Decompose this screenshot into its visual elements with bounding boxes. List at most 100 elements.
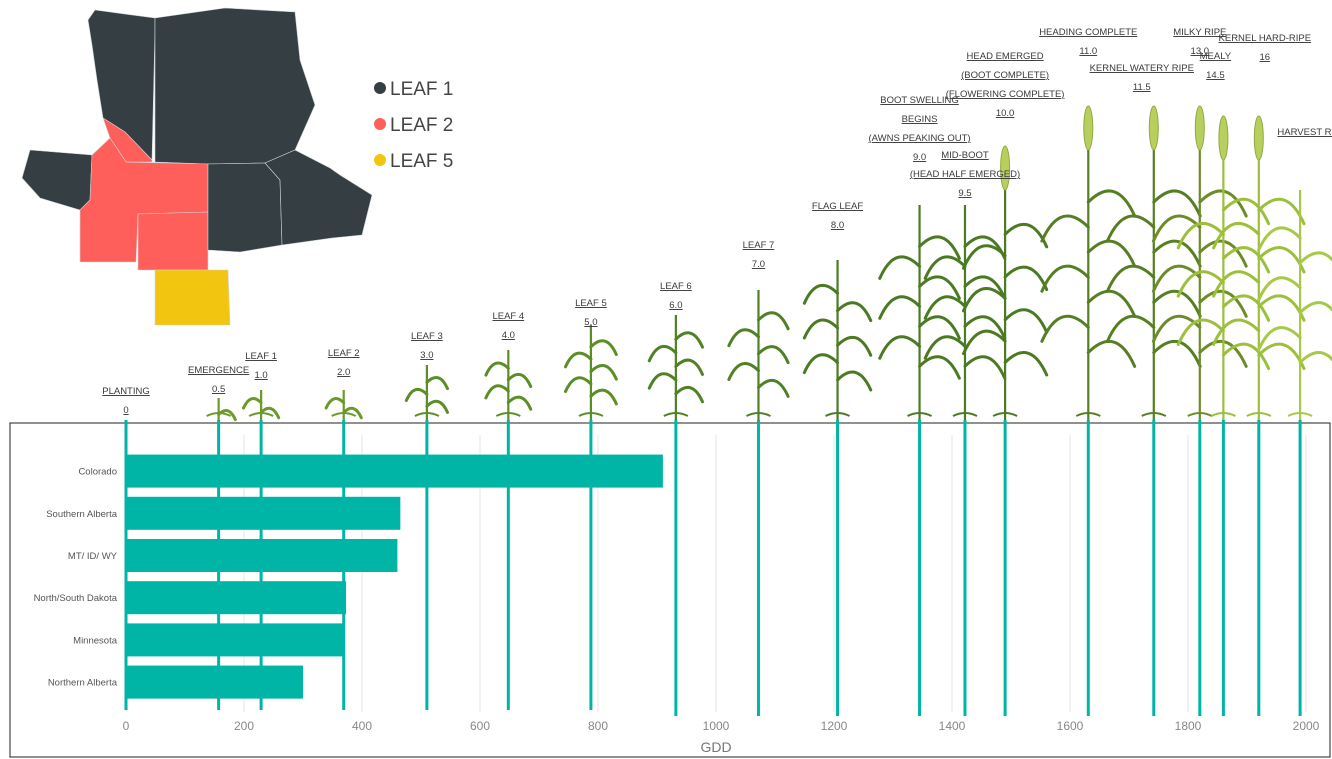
- plant-illustration: [727, 290, 790, 420]
- x-tick-label: 400: [352, 719, 372, 733]
- legend-dot: [374, 118, 386, 130]
- stage-lines: [124, 420, 1302, 716]
- stage-label: LEAF 1: [245, 351, 277, 362]
- stage-code: 14.5: [1206, 70, 1225, 81]
- plant-illustration: [962, 145, 1049, 420]
- map-region-saskatchewan-manitoba: [154, 7, 316, 165]
- map-region-colorado: [137, 211, 209, 271]
- legend-label: LEAF 1: [390, 79, 453, 100]
- stage-label: (AWNS PEAKING OUT): [869, 133, 971, 144]
- stage-label: LEAF 3: [411, 331, 443, 342]
- legend-label: LEAF 5: [390, 151, 453, 172]
- category-label: Colorado: [78, 467, 117, 478]
- stage-label: KERNEL WATERY RIPE: [1090, 63, 1194, 74]
- stage-code: 5.0: [584, 317, 597, 328]
- category-label: North/South Dakota: [34, 593, 118, 604]
- stage-label: (HEAD HALF EMERGED): [910, 169, 1020, 180]
- stage-label: LEAF 2: [328, 348, 360, 359]
- stage-label: BOOT SWELLING: [880, 95, 958, 106]
- stage-label: HEAD EMERGED: [967, 51, 1044, 62]
- stage-label: MEALY: [1200, 51, 1232, 62]
- stage-label: LEAF 5: [575, 298, 607, 309]
- plant-illustration: [923, 205, 1007, 420]
- stage-label: MILKY RIPE: [1173, 27, 1226, 38]
- stage-label: BEGINS: [902, 114, 938, 125]
- x-tick-label: 1000: [703, 719, 730, 733]
- category-labels: Colorado Southern Alberta MT/ ID/ WY North/…: [34, 467, 118, 689]
- map-legend: LEAF 1 LEAF 2 LEAF 5: [374, 79, 453, 172]
- x-tick-label: 1200: [821, 719, 848, 733]
- map-region-minnesota-wisconsin: [264, 149, 373, 246]
- stage-code: 0.5: [212, 384, 225, 395]
- bar: [126, 581, 347, 615]
- stage-code: 11.0: [1079, 46, 1097, 57]
- x-tick-label: 600: [470, 719, 490, 733]
- plant-illustration: [1040, 105, 1137, 420]
- plant-illustration: [242, 390, 281, 420]
- plant-illustration: [206, 398, 237, 421]
- stage-code: 1.0: [255, 370, 268, 381]
- plant-illustration: [324, 390, 363, 420]
- map-region-washington-oregon: [21, 149, 93, 211]
- category-label: Minnesota: [73, 635, 118, 646]
- stage-label: LEAF 6: [660, 281, 692, 292]
- x-tick-label: 200: [234, 719, 254, 733]
- stage-code: 4.0: [502, 330, 515, 341]
- stage-label: (FLOWERING COMPLETE): [946, 89, 1065, 100]
- stage-code: 6.0: [669, 300, 682, 311]
- x-tick-label: 1600: [1057, 719, 1084, 733]
- x-tick-label: 2000: [1293, 719, 1320, 733]
- stage-code: 16: [1260, 52, 1271, 63]
- stage-code: 10.0: [996, 108, 1015, 119]
- bar: [126, 454, 663, 488]
- stage-code: 2.0: [337, 367, 350, 378]
- legend-dot: [374, 82, 386, 94]
- region-map: [21, 7, 373, 326]
- stage-label: FLAG LEAF: [812, 201, 863, 212]
- map-region-dakotas: [207, 162, 283, 253]
- plant-illustration: [1212, 115, 1306, 420]
- x-axis-title: GDD: [700, 739, 731, 755]
- stage-code: 11.5: [1133, 82, 1151, 93]
- stage-code: 3.0: [420, 350, 433, 361]
- stage-code: 9.0: [913, 152, 926, 163]
- legend-label: LEAF 2: [390, 115, 453, 136]
- x-tick-label: 1800: [1175, 719, 1202, 733]
- plot-frame: [9, 422, 1331, 758]
- category-label: Northern Alberta: [48, 678, 118, 689]
- stage-code: 9.5: [958, 188, 971, 199]
- bars: [126, 454, 663, 699]
- plant-illustration: [1105, 105, 1202, 420]
- stage-label: LEAF 7: [743, 240, 775, 251]
- stage-label: HARVEST RIPE: [1277, 127, 1332, 138]
- x-tick-label: 1400: [939, 719, 966, 733]
- x-tick-labels: 0 200 400 600 800 1000 1200 1400 1600 1800 2000: [123, 719, 1320, 733]
- plant-illustration: [1257, 190, 1332, 420]
- plant-illustration: [647, 315, 704, 420]
- x-tick-label: 0: [123, 719, 130, 733]
- stage-label: (BOOT COMPLETE): [961, 70, 1049, 81]
- plant-illustration: [484, 350, 533, 420]
- stage-code: 13.0: [1191, 46, 1210, 57]
- stage-label: HEADING COMPLETE: [1039, 27, 1137, 38]
- stage-label: LEAF 4: [492, 311, 524, 322]
- bar: [126, 623, 345, 657]
- plant-illustration: [564, 325, 618, 420]
- stage-code: 8.0: [831, 220, 844, 231]
- stage-label: PLANTING: [102, 386, 150, 397]
- plant-illustration: [802, 260, 873, 420]
- plant-illustration: [404, 365, 449, 420]
- stage-label: KERNEL HARD-RIPE: [1219, 33, 1312, 44]
- plant-illustration: [1176, 115, 1271, 420]
- stage-labels: PLANTING 0 EMERGENCE 0.5 LEAF 1 1.0 LEAF 2 2.0 L…: [102, 27, 1332, 416]
- map-region-new-mexico: [154, 269, 231, 326]
- stage-code: 0: [123, 405, 128, 416]
- stage-label: EMERGENCE: [188, 365, 249, 376]
- plant-illustration: [878, 205, 961, 420]
- bar: [126, 496, 401, 530]
- x-tick-label: 800: [588, 719, 608, 733]
- plant-illustrations: [206, 105, 1332, 421]
- plant-illustration: [1151, 105, 1248, 420]
